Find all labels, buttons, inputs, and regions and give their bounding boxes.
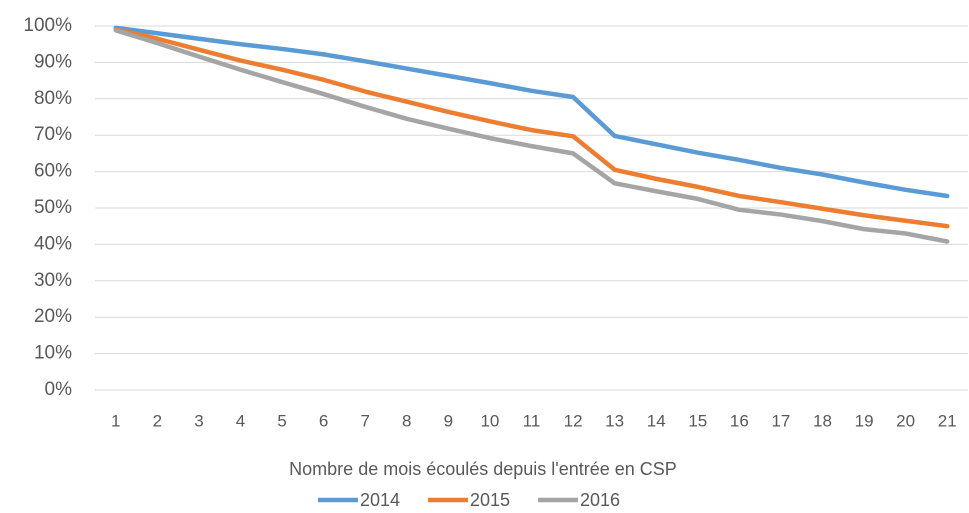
x-tick-label: 12 — [564, 411, 583, 430]
legend-label: 2015 — [470, 490, 510, 510]
y-tick-label: 60% — [34, 161, 72, 182]
x-axis-title: Nombre de mois écoulés depuis l'entrée e… — [289, 459, 677, 479]
x-tick-label: 7 — [360, 411, 369, 430]
x-tick-label: 13 — [605, 411, 624, 430]
x-tick-label: 8 — [402, 411, 411, 430]
y-tick-label: 20% — [34, 306, 72, 327]
legend-label: 2016 — [580, 490, 620, 510]
x-tick-label: 11 — [523, 411, 541, 430]
x-tick-label: 2 — [153, 411, 162, 430]
y-tick-label: 10% — [34, 343, 72, 364]
x-tick-label: 16 — [730, 411, 749, 430]
x-tick-label: 9 — [444, 411, 453, 430]
x-tick-label: 21 — [938, 411, 957, 430]
y-tick-label: 70% — [34, 124, 72, 145]
y-tick-label: 0% — [45, 379, 73, 400]
x-tick-label: 5 — [277, 411, 286, 430]
y-tick-label: 50% — [34, 197, 72, 218]
y-tick-label: 40% — [34, 233, 72, 254]
line-series — [113, 27, 950, 229]
x-tick-label: 20 — [896, 411, 915, 430]
x-tick-label: 18 — [813, 411, 832, 430]
x-tick-label: 19 — [855, 411, 874, 430]
y-tick-label: 80% — [34, 88, 72, 109]
line-series — [113, 28, 950, 244]
y-tick-label: 100% — [23, 15, 72, 36]
y-tick-label: 30% — [34, 270, 72, 291]
x-tick-label: 1 — [111, 411, 120, 430]
line-series — [113, 25, 950, 199]
legend-label: 2014 — [360, 490, 400, 510]
x-tick-label: 3 — [194, 411, 203, 430]
x-tick-label: 10 — [480, 411, 499, 430]
x-tick-label: 14 — [647, 411, 666, 430]
x-tick-label: 17 — [771, 411, 790, 430]
y-tick-label: 90% — [34, 51, 72, 72]
x-tick-label: 15 — [688, 411, 707, 430]
x-tick-label: 6 — [319, 411, 328, 430]
x-tick-label: 4 — [236, 411, 245, 430]
